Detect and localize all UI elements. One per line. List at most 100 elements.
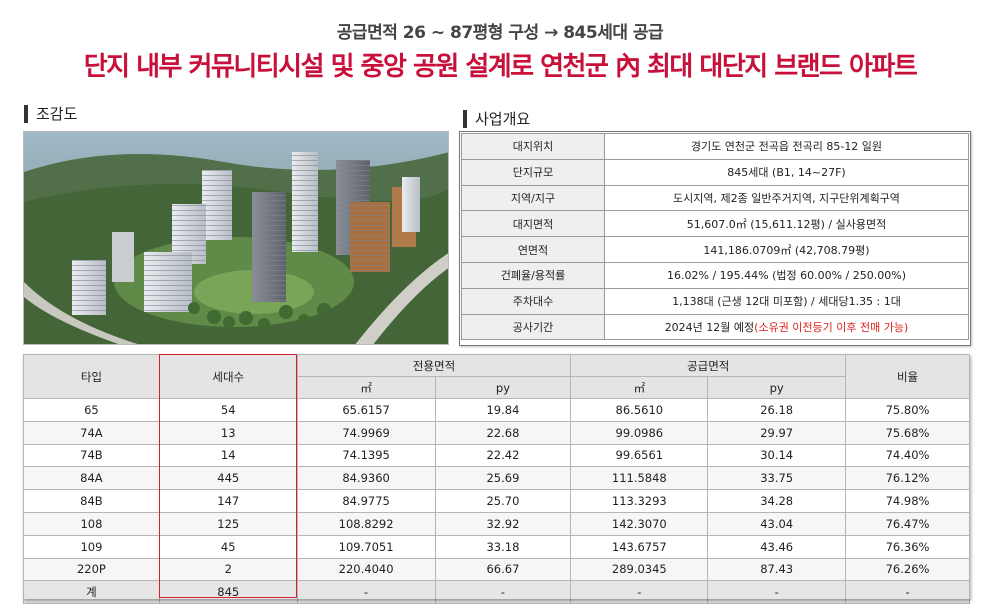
page-headline: 단지 내부 커뮤니티시설 및 중앙 공원 설계로 연천군 內 최대 대단지 브랜… <box>83 52 918 82</box>
overview-value: 1,138대 (근생 12대 미포함) / 세대당1.35 : 1대 <box>604 287 969 315</box>
page-subtitle: 공급면적 26 ~ 87평형 구성 → 845세대 공급 <box>336 23 664 43</box>
table-row: 74B 14 74.1395 22.42 99.6561 30.14 74.40% <box>23 443 970 468</box>
units-body: 65 54 65.6157 19.84 86.5610 26.18 75.80% 74A 13 7… <box>23 398 970 605</box>
unit-type-cell: 108 <box>23 511 160 536</box>
exclusive-sqm-cell: 220.4040 <box>296 557 436 582</box>
aerial-section-title: 조감도 <box>24 103 77 124</box>
overview-value: 141,186.0709㎡ (42,708.79평) <box>604 236 969 263</box>
overview-value: 16.02% / 195.44% (법정 60.00% / 250.00%) <box>604 261 969 289</box>
overview-row: 대지면적 51,607.0㎡ (15,611.12평) / 실사용면적 <box>461 210 969 238</box>
unit-ratio-cell: 75.80% <box>845 398 970 422</box>
aerial-view-image <box>23 131 449 345</box>
exclusive-sqm-cell: 108.8292 <box>296 511 436 536</box>
exclusive-py-cell: 33.18 <box>434 534 572 559</box>
overview-label: 지역/지구 <box>461 184 605 212</box>
exclusive-sqm-cell: 84.9775 <box>296 489 436 513</box>
unit-ratio-cell: 76.36% <box>845 534 970 559</box>
unit-ratio-cell: 76.47% <box>845 511 970 536</box>
supply-sqm-cell: 142.3070 <box>570 511 709 536</box>
exclusive-py-cell: 22.68 <box>434 420 572 445</box>
overview-value: 경기도 연천군 전곡읍 전곡리 85-12 일원 <box>604 133 969 160</box>
total-unit-type-cell: 계 <box>23 580 160 605</box>
overview-row: 연면적 141,186.0709㎡ (42,708.79평) <box>461 236 969 263</box>
overview-frame <box>459 131 971 346</box>
overview-label: 주차대수 <box>461 287 605 315</box>
unit-type-cell: 220P <box>23 557 160 582</box>
overview-section-title: 사업개요 <box>463 108 530 129</box>
supply-py-cell: 87.43 <box>707 557 847 582</box>
section-bar <box>24 104 28 123</box>
supply-py-cell: 34.28 <box>707 489 847 513</box>
header-ratio: 비율 <box>845 354 970 399</box>
table-row: 65 54 65.6157 19.84 86.5610 26.18 75.80% <box>23 398 970 422</box>
supply-sqm-cell: 289.0345 <box>570 557 709 582</box>
unit-households-cell: 147 <box>158 489 298 513</box>
header-type: 타입 <box>23 354 160 399</box>
header-supply-py: py <box>707 376 847 399</box>
unit-households-cell: 445 <box>158 466 298 491</box>
exclusive-sqm-cell: 65.6157 <box>296 398 436 422</box>
supply-py-cell: 33.75 <box>707 466 847 491</box>
supply-py-cell: 43.46 <box>707 534 847 559</box>
overview-row: 단지규모 845세대 (B1, 14~27F) <box>461 158 969 186</box>
unit-households-cell: 2 <box>158 557 298 582</box>
supply-py-cell: 29.97 <box>707 420 847 445</box>
unit-ratio-cell: 74.98% <box>845 489 970 513</box>
unit-type-cell: 84A <box>23 466 160 491</box>
total-exclusive-py-cell: - <box>434 580 572 605</box>
section-bar <box>463 109 467 128</box>
unit-households-cell: 14 <box>158 443 298 468</box>
exclusive-py-cell: 22.42 <box>434 443 572 468</box>
supply-sqm-cell: 113.3293 <box>570 489 709 513</box>
overview-label: 대지면적 <box>461 210 605 238</box>
unit-type-cell: 74B <box>23 443 160 468</box>
supply-sqm-cell: 111.5848 <box>570 466 709 491</box>
supply-py-cell: 26.18 <box>707 398 847 422</box>
total-unit-households-cell: 845 <box>158 580 298 605</box>
overview-row: 공사기간 2024년 12월 예정(소유권 이전등기 이후 전매 가능) <box>461 313 969 341</box>
overview-label: 연면적 <box>461 236 605 263</box>
unit-households-cell: 54 <box>158 398 298 422</box>
exclusive-py-cell: 66.67 <box>434 557 572 582</box>
overview-value-text: 51,607.0㎡ (15,611.12평) / 실사용면적 <box>686 217 887 231</box>
overview-row: 건폐율/용적률 16.02% / 195.44% (법정 60.00% / 250… <box>461 261 969 289</box>
table-row: 84B 147 84.9775 25.70 113.3293 34.28 74.98% <box>23 489 970 513</box>
unit-type-cell: 65 <box>23 398 160 422</box>
header-exclusive-sqm: ㎡ <box>296 376 436 399</box>
overview-row: 대지위치 경기도 연천군 전곡읍 전곡리 85-12 일원 <box>461 133 969 160</box>
total-supply-sqm-cell: - <box>570 580 709 605</box>
table-row: 109 45 109.7051 33.18 143.6757 43.46 76.36% <box>23 534 970 559</box>
header-households: 세대수 <box>158 354 298 399</box>
table-row: 74A 13 74.9969 22.68 99.0986 29.97 75.68% <box>23 420 970 445</box>
supply-sqm-cell: 99.6561 <box>570 443 709 468</box>
overview-label: 공사기간 <box>461 313 605 341</box>
total-unit-ratio-cell: - <box>845 580 970 605</box>
supply-sqm-cell: 143.6757 <box>570 534 709 559</box>
unit-ratio-cell: 76.12% <box>845 466 970 491</box>
header-supply-area: 공급면적 <box>570 354 847 377</box>
overview-value-text: 경기도 연천군 전곡읍 전곡리 85-12 일원 <box>690 140 883 154</box>
unit-ratio-cell: 76.26% <box>845 557 970 582</box>
exclusive-py-cell: 25.70 <box>434 489 572 513</box>
table-row: 84A 445 84.9360 25.69 111.5848 33.75 76.12% <box>23 466 970 491</box>
overview-label: 대지위치 <box>461 133 605 160</box>
overview-value: 51,607.0㎡ (15,611.12평) / 실사용면적 <box>604 210 969 238</box>
overview-note: (소유권 이전등기 이후 전매 가능) <box>754 320 909 334</box>
overview-value-text: 845세대 (B1, 14~27F) <box>727 166 846 180</box>
overview-value: 2024년 12월 예정(소유권 이전등기 이후 전매 가능) <box>604 313 969 341</box>
overview-value: 845세대 (B1, 14~27F) <box>604 158 969 186</box>
aerial-title-text: 조감도 <box>36 105 78 123</box>
overview-value-text: 2024년 12월 예정 <box>664 320 755 334</box>
total-supply-py-cell: - <box>707 580 847 605</box>
unit-type-cell: 109 <box>23 534 160 559</box>
unit-ratio-cell: 75.68% <box>845 420 970 445</box>
overview-value-text: 141,186.0709㎡ (42,708.79평) <box>703 243 870 257</box>
overview-label: 건폐율/용적률 <box>461 261 605 289</box>
overview-value-text: 1,138대 (근생 12대 미포함) / 세대당1.35 : 1대 <box>672 295 901 309</box>
exclusive-py-cell: 19.84 <box>434 398 572 422</box>
unit-households-cell: 45 <box>158 534 298 559</box>
total-row: 계 845- - - - - <box>23 580 970 605</box>
exclusive-py-cell: 25.69 <box>434 466 572 491</box>
